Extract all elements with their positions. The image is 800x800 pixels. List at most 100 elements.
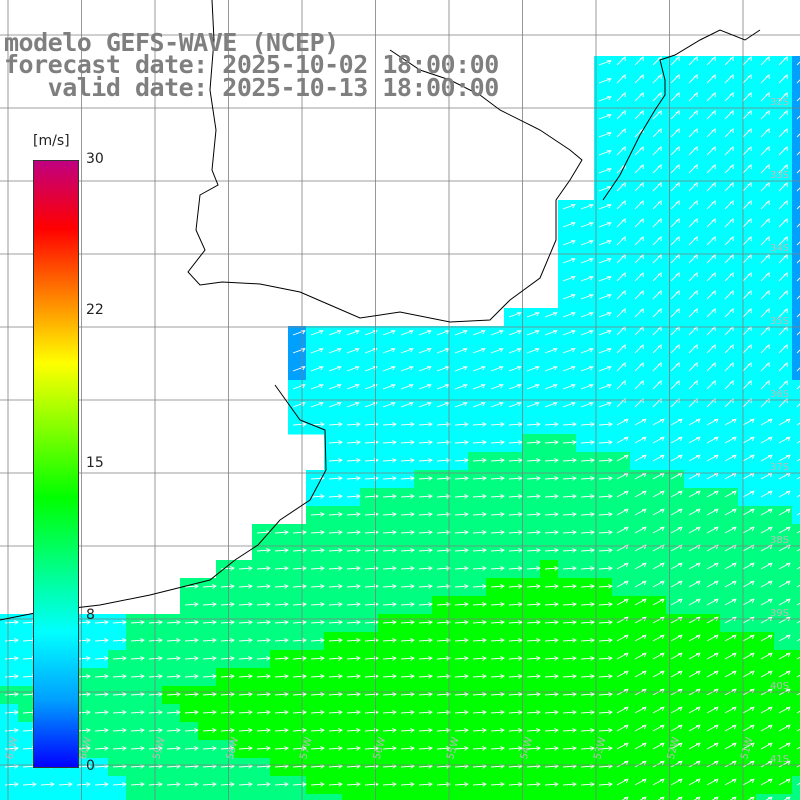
wind-speed-cell <box>90 650 109 669</box>
wind-arrow <box>580 476 595 481</box>
wind-arrow <box>688 254 698 264</box>
wind-arrow <box>616 742 629 750</box>
wind-speed-cell <box>378 668 397 687</box>
wind-speed-cell <box>504 686 523 705</box>
wind-arrow <box>616 272 626 282</box>
wind-speed-cell <box>0 650 19 669</box>
wind-arrow <box>760 706 773 714</box>
wind-speed-cell <box>558 650 577 669</box>
wind-arrow <box>796 728 800 732</box>
wind-arrow <box>742 706 755 714</box>
wind-speed-cell <box>720 308 739 327</box>
wind-arrow <box>238 656 253 661</box>
wind-speed-cell <box>144 794 163 800</box>
wind-speed-cell <box>378 650 397 669</box>
wind-speed-cell <box>774 722 793 741</box>
wind-arrow <box>706 724 719 732</box>
wind-arrow <box>202 602 217 607</box>
wind-arrow <box>760 778 773 786</box>
wind-speed-cell <box>576 470 595 489</box>
wind-speed-cell <box>612 398 631 417</box>
wind-arrow <box>418 584 433 589</box>
wind-arrow <box>544 746 559 751</box>
wind-arrow <box>544 422 559 427</box>
wind-speed-cell <box>162 758 181 777</box>
wind-speed-cell <box>684 560 703 579</box>
wind-arrow <box>724 200 734 210</box>
wind-arrow <box>796 620 800 624</box>
wind-arrow <box>562 222 576 228</box>
wind-speed-cell <box>594 110 613 129</box>
wind-speed-cell <box>432 686 451 705</box>
wind-speed-cell <box>684 632 703 651</box>
wind-arrow <box>76 656 91 661</box>
wind-speed-cell <box>216 722 235 741</box>
wind-speed-cell <box>684 704 703 723</box>
wind-speed-cell <box>666 632 685 651</box>
wind-arrow <box>580 620 595 625</box>
latitude-label: 33S <box>770 170 789 181</box>
wind-speed-cell <box>738 272 757 291</box>
wind-speed-cell <box>612 326 631 345</box>
wind-arrow <box>76 782 91 787</box>
wind-speed-cell <box>666 650 685 669</box>
wind-speed-cell <box>720 704 739 723</box>
wind-arrow <box>256 638 271 643</box>
wind-arrow <box>418 366 432 372</box>
wind-speed-cell <box>540 596 559 615</box>
wind-speed-cell <box>576 578 595 597</box>
wind-arrow <box>580 458 595 463</box>
wind-arrow <box>706 308 716 318</box>
wind-arrow <box>580 584 595 589</box>
wind-speed-cell <box>234 722 253 741</box>
wind-speed-cell <box>612 380 631 399</box>
wind-speed-cell <box>342 326 361 345</box>
wind-vector-arrows <box>4 56 800 800</box>
wind-speed-cell <box>792 614 800 633</box>
wind-speed-cell <box>162 794 181 800</box>
wind-speed-cell <box>630 254 649 273</box>
wind-speed-cell <box>324 758 343 777</box>
wind-speed-cell <box>234 794 253 800</box>
wind-speed-cell <box>324 578 343 597</box>
wind-arrow <box>616 380 626 390</box>
wind-arrow <box>346 494 361 499</box>
wind-arrow <box>796 494 800 498</box>
wind-arrow <box>472 458 487 463</box>
wind-arrow <box>562 402 576 408</box>
wind-speed-cell <box>792 398 800 417</box>
wind-speed-cell <box>792 92 800 111</box>
wind-arrow <box>580 782 595 787</box>
wind-arrow <box>688 562 701 570</box>
wind-arrow <box>742 128 752 138</box>
wind-arrow <box>652 436 665 444</box>
wind-speed-cell <box>756 110 775 129</box>
wind-speed-cell <box>630 578 649 597</box>
wind-arrow <box>472 494 487 499</box>
wind-arrow <box>706 146 716 156</box>
wind-speed-cell <box>396 686 415 705</box>
wind-arrow <box>778 778 791 786</box>
wind-arrow <box>688 634 701 642</box>
wind-arrow <box>490 366 504 372</box>
wind-speed-cell <box>684 668 703 687</box>
wind-arrow <box>670 778 683 786</box>
wind-speed-cell <box>594 578 613 597</box>
wind-speed-cell <box>702 164 721 183</box>
wind-arrow <box>778 56 788 66</box>
wind-speed-cell <box>378 686 397 705</box>
wind-speed-cell <box>468 380 487 399</box>
wind-arrow <box>598 602 613 607</box>
wind-speed-cell <box>396 434 415 453</box>
wind-arrow <box>328 494 343 499</box>
wind-speed-cell <box>450 650 469 669</box>
wind-arrow <box>418 348 432 354</box>
wind-arrow <box>724 272 734 282</box>
wind-speed-cell <box>612 182 631 201</box>
wind-speed-cell <box>576 416 595 435</box>
wind-speed-cell <box>306 668 325 687</box>
wind-speed-cell <box>738 398 757 417</box>
wind-arrow <box>112 620 127 625</box>
wind-arrow <box>616 344 626 354</box>
wind-arrow <box>112 656 127 661</box>
